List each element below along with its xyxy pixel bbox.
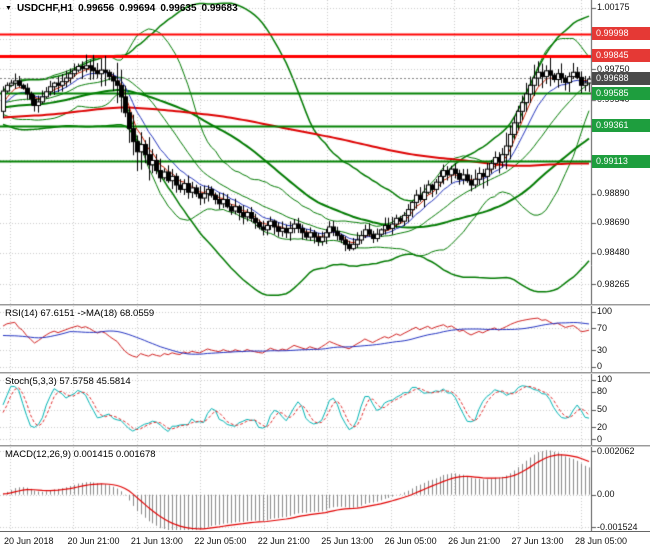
time-axis-label: 21 Jun 13:00 [130, 536, 183, 546]
macd-axis-label: -0.001524 [597, 521, 638, 532]
time-axis-label: 22 Jun 21:00 [257, 536, 310, 546]
macd-indicator-label: MACD(12,26,9) 0.001415 0.001678 [5, 449, 156, 460]
time-axis[interactable] [0, 531, 650, 550]
time-axis-label: 22 Jun 05:00 [194, 536, 247, 546]
price-axis-label: 0.98890 [597, 188, 630, 199]
price-axis-label: 0.99750 [597, 63, 630, 74]
time-axis-label: 26 Jun 21:00 [448, 536, 501, 546]
rsi-level-label: 0 [597, 361, 603, 371]
quote-close: 0.99683 [201, 3, 238, 14]
quote-low: 0.99635 [160, 3, 197, 14]
panel-separator[interactable] [0, 304, 650, 306]
time-axis-label: 28 Jun 05:00 [574, 536, 627, 546]
rsi-indicator-label: RSI(14) 67.6151 ->MA(18) 68.0559 [5, 308, 155, 319]
price-badge-support: 0.99585 [592, 86, 650, 100]
macd-axis-label: 0.00 [597, 489, 615, 500]
stoch-level-label: 20 [597, 421, 608, 432]
stoch-level-label: 50 [597, 404, 608, 414]
panel-separator[interactable] [0, 445, 650, 447]
panel-separator[interactable] [0, 372, 650, 374]
stoch-level-label: 80 [597, 386, 608, 397]
time-axis-label: 20 Jun 21:00 [67, 536, 120, 546]
price-axis-label: 0.98265 [597, 278, 630, 289]
quote-open: 0.99656 [78, 3, 115, 14]
price-badge-resistance: 0.99845 [592, 49, 650, 63]
time-axis-label: 26 Jun 05:00 [384, 536, 437, 546]
rsi-level-label: 100 [597, 306, 613, 316]
macd-axis-label: 0.002062 [597, 445, 635, 456]
quote-high: 0.99694 [119, 3, 156, 14]
rsi-level-label: 30 [597, 344, 608, 355]
price-badge-support: 0.99361 [592, 119, 650, 133]
price-axis-label: 0.98480 [597, 247, 630, 258]
symbol-timeframe: USDCHF,H1 [16, 3, 74, 14]
stoch-level-label: 0 [597, 433, 603, 444]
chart-menu-icon[interactable]: ▼ [5, 4, 12, 12]
chart-title-bar: ▼ USDCHF,H1 0.99656 0.99694 0.99635 0.99… [5, 3, 238, 14]
price-badge-current-price: 0.99688 [592, 71, 650, 85]
stoch-level-label: 100 [597, 374, 613, 385]
time-axis-label: 27 Jun 13:00 [511, 536, 564, 546]
price-axis-label: 0.98690 [597, 217, 630, 228]
time-axis-label: 20 Jun 2018 [4, 536, 54, 546]
stoch-indicator-label: Stoch(5,3,3) 57.5758 45.5814 [5, 376, 131, 387]
price-badge-resistance: 0.99998 [592, 27, 650, 41]
rsi-level-label: 70 [597, 322, 608, 333]
price-badge-support: 0.99113 [592, 154, 650, 168]
time-axis-label: 25 Jun 13:00 [321, 536, 374, 546]
price-axis-label: 1.00175 [597, 2, 630, 13]
